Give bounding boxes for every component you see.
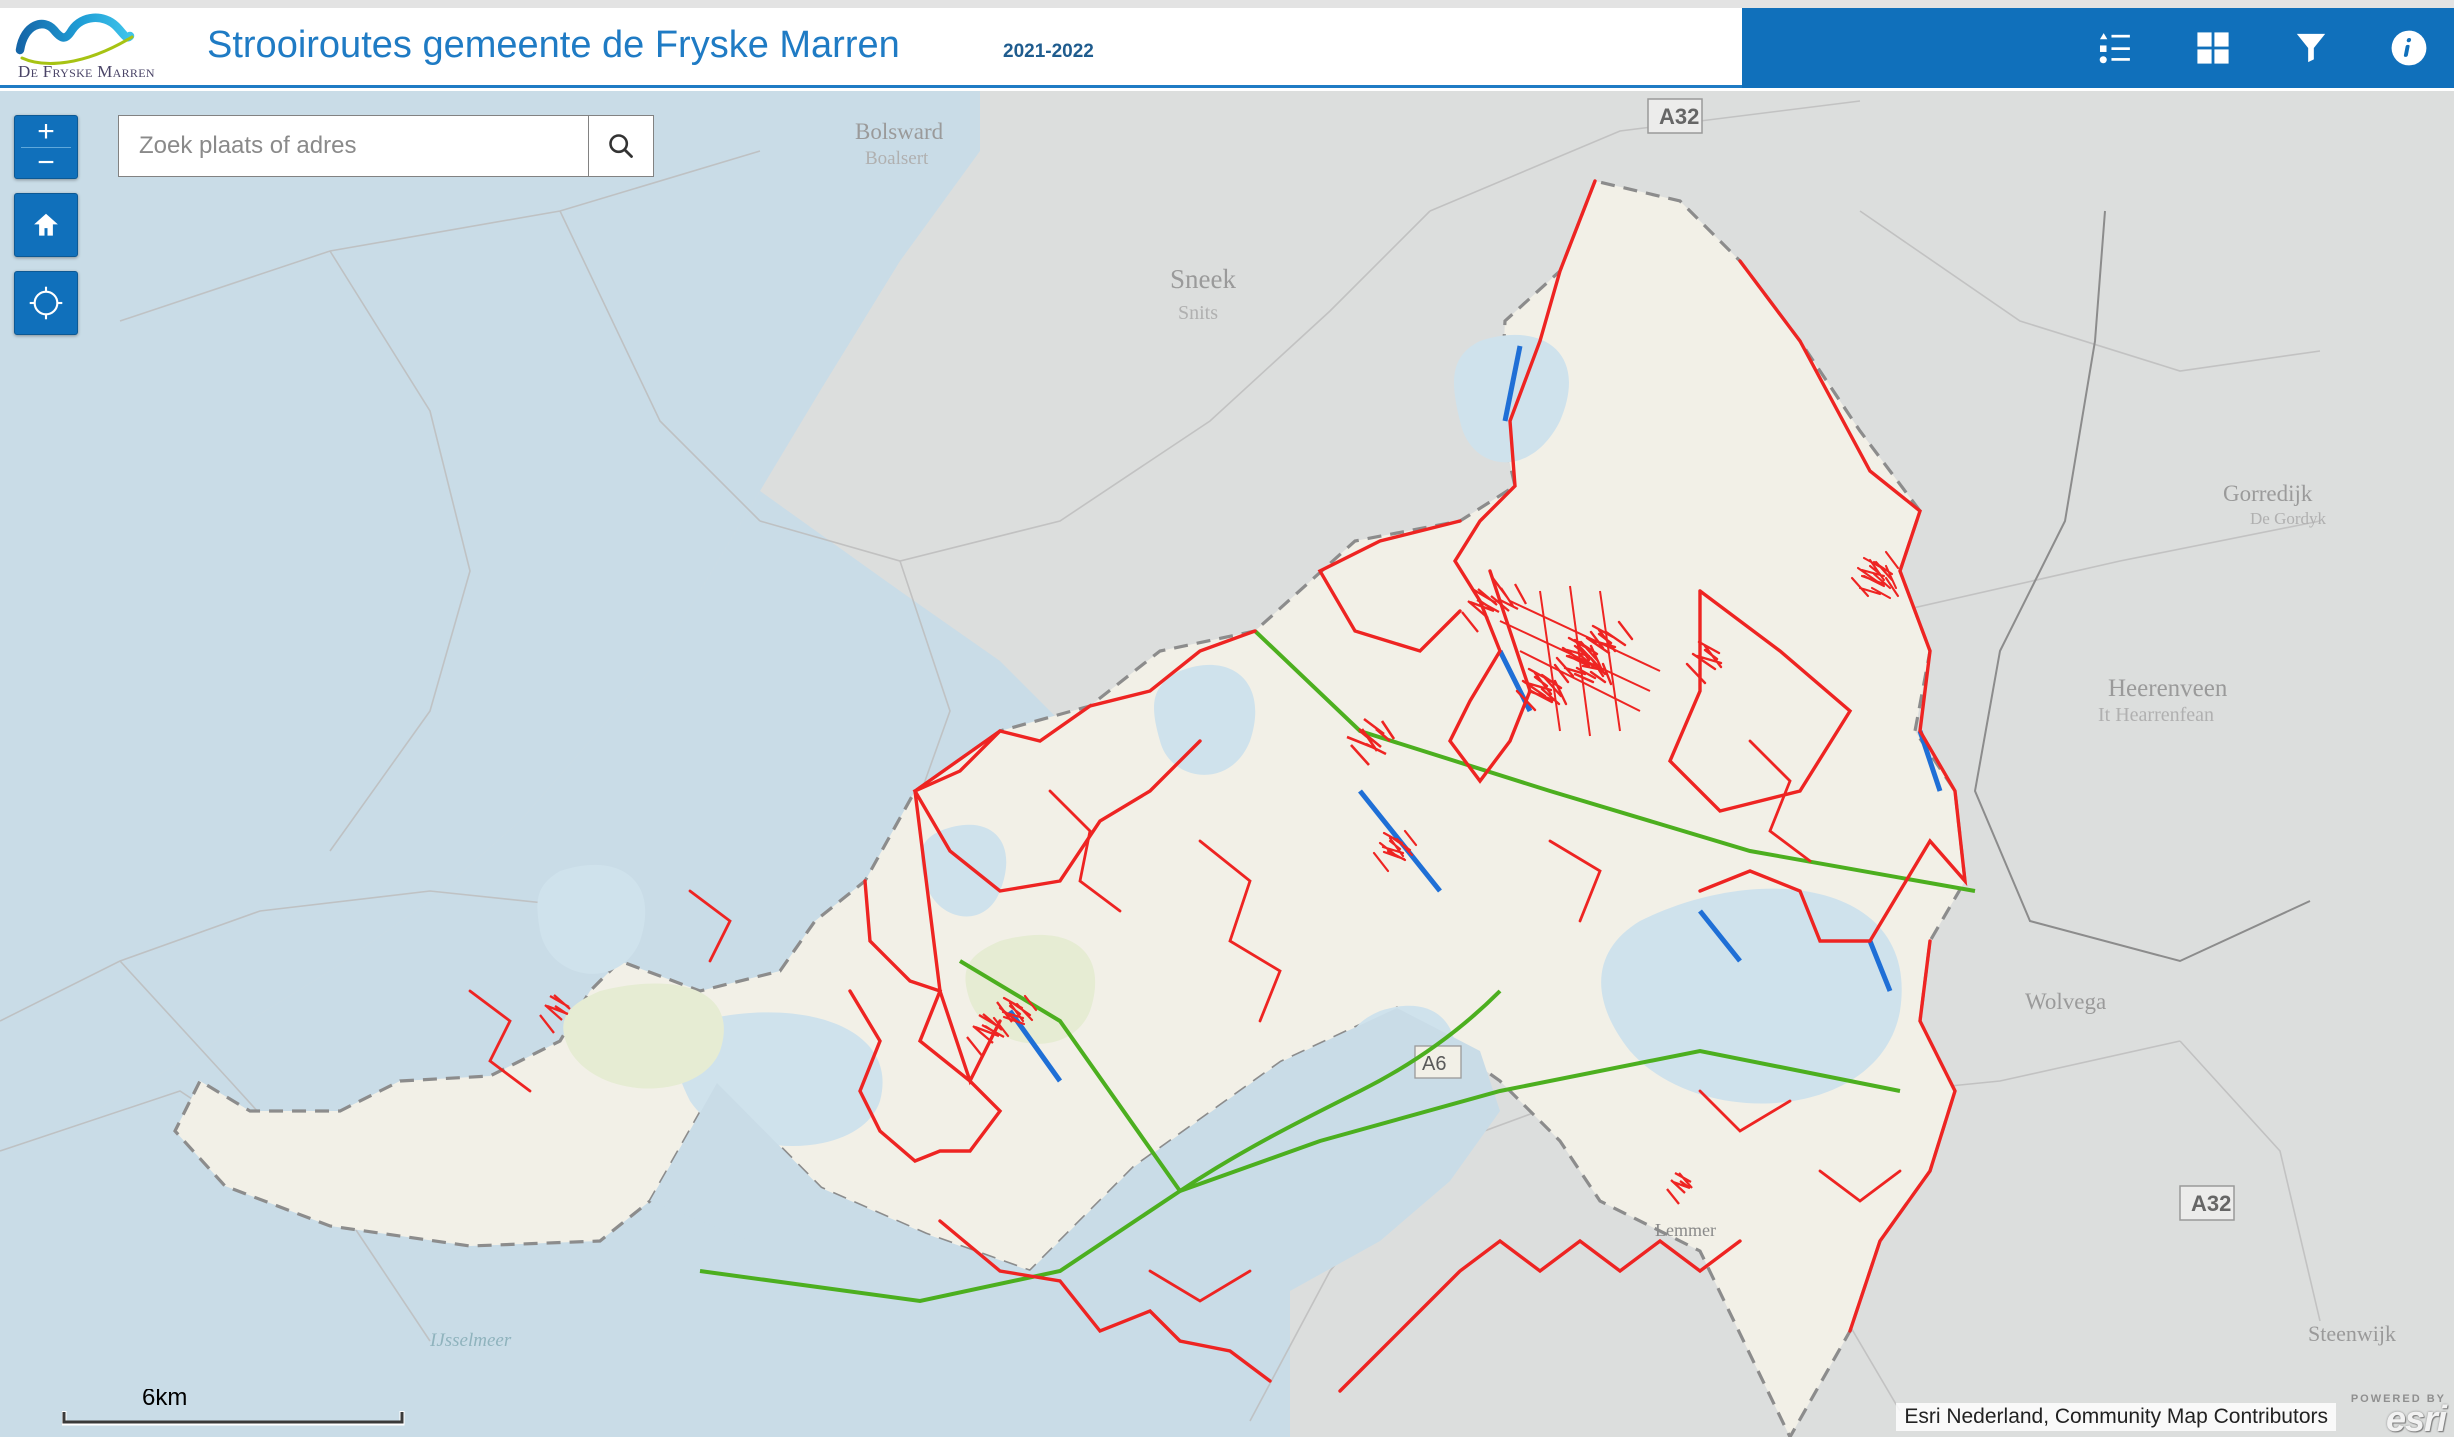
svg-text:Bolsward: Bolsward — [855, 119, 944, 144]
svg-text:De Gordyk: De Gordyk — [2250, 509, 2327, 528]
svg-text:Lemmer: Lemmer — [1655, 1220, 1716, 1240]
svg-text:Heerenveen: Heerenveen — [2108, 675, 2228, 702]
svg-text:A32: A32 — [2191, 1191, 2231, 1216]
svg-text:Gorredijk: Gorredijk — [2223, 481, 2313, 506]
svg-text:6km: 6km — [142, 1389, 187, 1411]
svg-text:Steenwijk: Steenwijk — [2308, 1321, 2396, 1346]
svg-text:It Hearrenfean: It Hearrenfean — [2098, 704, 2214, 726]
svg-text:IJsselmeer: IJsselmeer — [429, 1330, 512, 1351]
svg-text:A6: A6 — [1422, 1053, 1446, 1075]
svg-text:Snits: Snits — [1178, 302, 1218, 324]
svg-text:Wolvega: Wolvega — [2025, 989, 2106, 1014]
svg-text:A32: A32 — [1659, 104, 1699, 129]
svg-text:Boalsert: Boalsert — [865, 148, 929, 169]
svg-text:Sneek: Sneek — [1170, 264, 1236, 294]
